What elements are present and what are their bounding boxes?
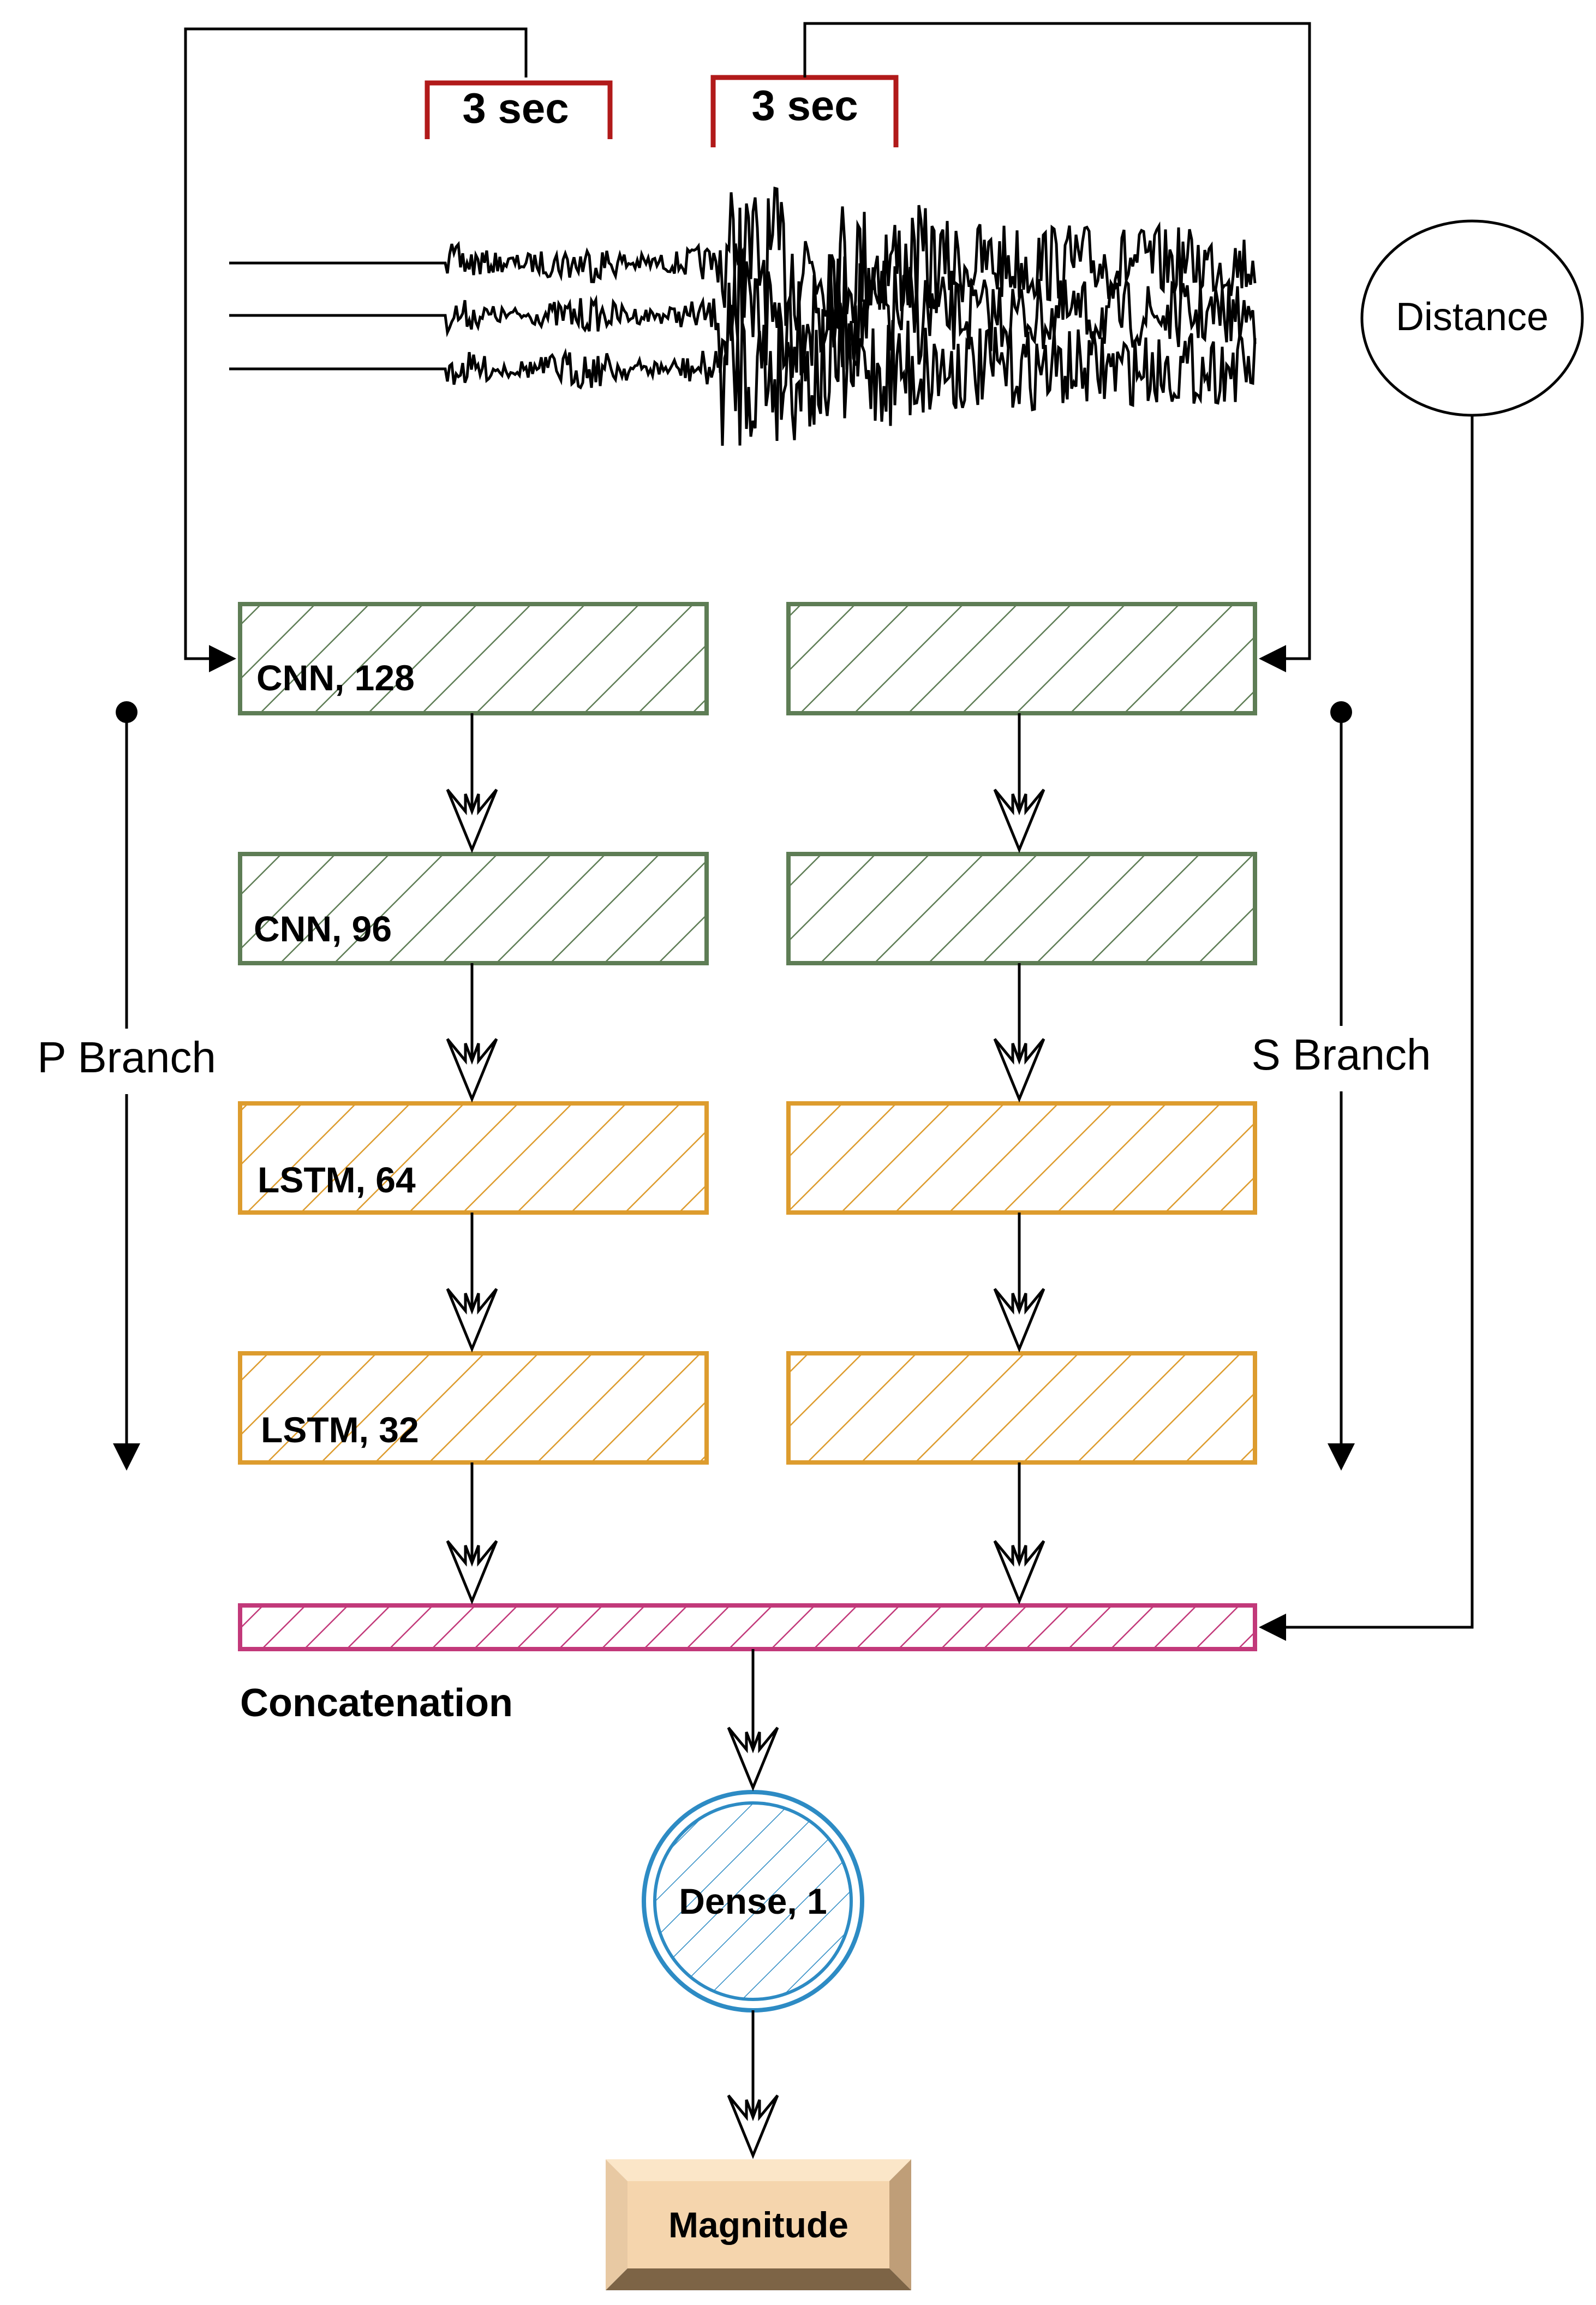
p-window-label: 3 sec bbox=[462, 84, 569, 132]
p-cnn-128-label: CNN, 128 bbox=[256, 658, 415, 698]
s-lstm-block-1 bbox=[786, 1101, 1257, 1215]
s-lstm-block-2 bbox=[786, 1351, 1257, 1465]
dense-node: Dense, 1 bbox=[642, 1790, 864, 2013]
p-branch-indicator: P Branch bbox=[23, 701, 241, 1471]
concatenation-label: Concatenation bbox=[240, 1681, 513, 1725]
p-branch-layers: CNN, 128 CNN, 96 LSTM, 64 LSTM, 32 bbox=[238, 602, 709, 1465]
p-cnn-96-label: CNN, 96 bbox=[254, 909, 392, 949]
concatenation-block bbox=[238, 1603, 1257, 1651]
p-flow-arrow-4 bbox=[446, 1462, 498, 1605]
s-flow-arrow-3 bbox=[993, 1213, 1045, 1353]
s-branch-indicator: S Branch bbox=[1232, 701, 1450, 1471]
s-branch-layers bbox=[786, 602, 1257, 1465]
p-flow-arrow-3 bbox=[446, 1213, 498, 1353]
distance-label: Distance bbox=[1396, 295, 1549, 339]
flow-arrows bbox=[446, 713, 1045, 2159]
p-flow-arrow-2 bbox=[446, 963, 498, 1103]
p-lstm-32-label: LSTM, 32 bbox=[261, 1410, 419, 1450]
seismogram-waveform bbox=[229, 186, 1257, 446]
seismogram-trace-3 bbox=[229, 302, 1257, 446]
p-lstm-64-label: LSTM, 64 bbox=[258, 1160, 416, 1200]
concat-to-dense-arrow bbox=[727, 1649, 779, 1792]
p-branch-label: P Branch bbox=[37, 1033, 216, 1082]
s-window-label: 3 sec bbox=[751, 81, 858, 129]
seismogram-trace-2 bbox=[229, 243, 1257, 378]
s-flow-arrow-1 bbox=[993, 713, 1045, 853]
dense-label: Dense, 1 bbox=[679, 1881, 827, 1921]
s-branch-label: S Branch bbox=[1251, 1030, 1431, 1079]
distance-feed-line bbox=[1259, 415, 1474, 1641]
p-cnn-96-block bbox=[238, 852, 709, 965]
s-cnn-block-1 bbox=[786, 602, 1257, 715]
s-flow-arrow-4 bbox=[993, 1462, 1045, 1605]
s-window-feed-line bbox=[803, 22, 1311, 672]
p-flow-arrow-1 bbox=[446, 713, 498, 853]
p-lstm-64-block bbox=[238, 1101, 709, 1215]
p-window-feed-line bbox=[184, 27, 528, 672]
s-window-bracket: 3 sec bbox=[710, 75, 899, 147]
s-cnn-block-2 bbox=[786, 852, 1257, 965]
dense-to-output-arrow bbox=[727, 2010, 779, 2159]
s-flow-arrow-2 bbox=[993, 963, 1045, 1103]
p-window-bracket: 3 sec bbox=[425, 80, 613, 139]
p-cnn-128-block bbox=[238, 602, 709, 715]
magnitude-output: Magnitude bbox=[606, 2159, 911, 2290]
magnitude-label: Magnitude bbox=[668, 2205, 848, 2245]
